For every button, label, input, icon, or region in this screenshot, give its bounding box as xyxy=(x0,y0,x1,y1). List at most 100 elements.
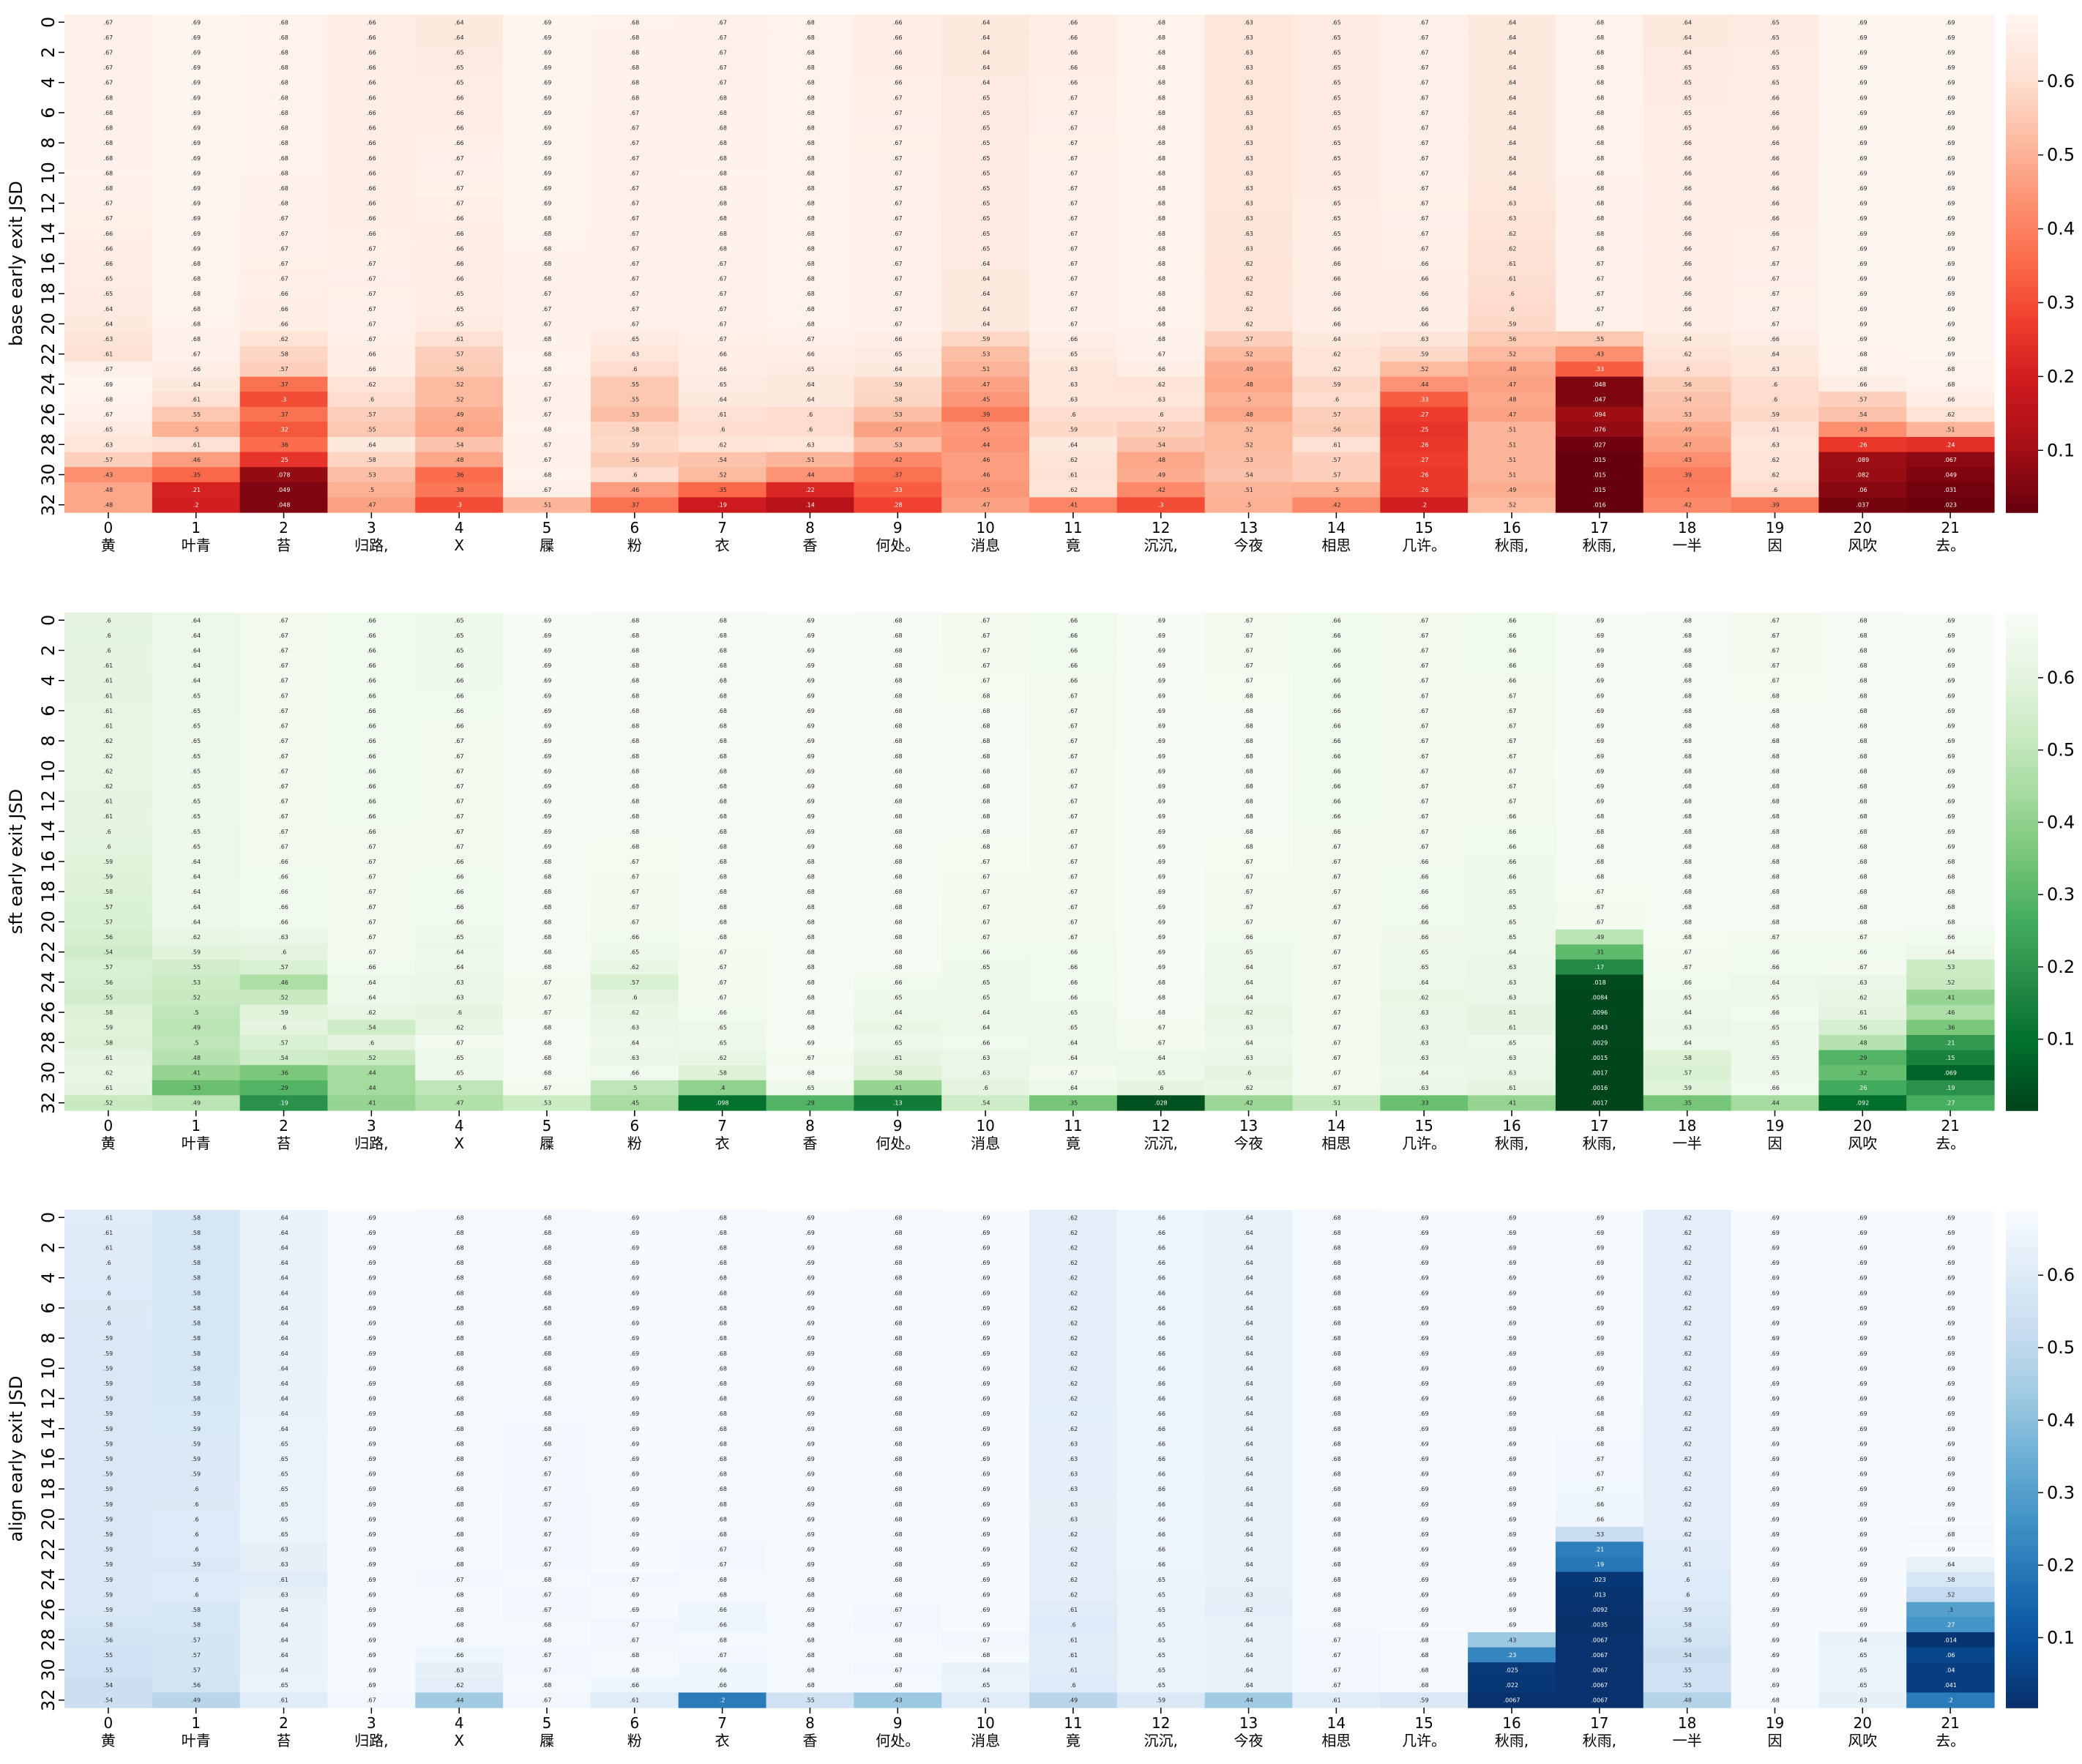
cell-value-label: .4 xyxy=(720,1085,725,1091)
x-tick-index: 15 xyxy=(1414,1714,1433,1732)
cell-value-label: .66 xyxy=(367,351,376,358)
colorbar-segment xyxy=(2006,870,2038,874)
cell-value-label: .48 xyxy=(104,487,113,493)
colorbar-segment xyxy=(2006,214,2038,218)
cell-value-label: .69 xyxy=(1858,80,1868,86)
cell-value-label: .68 xyxy=(1156,215,1165,222)
cell-value-label: .67 xyxy=(1594,919,1604,925)
colorbar-segment xyxy=(2006,268,2038,272)
cell-value-label: .21 xyxy=(1946,1039,1955,1046)
cell-value-label: .69 xyxy=(1770,1682,1780,1689)
cell-value-label: .69 xyxy=(104,381,113,388)
cell-value-label: .69 xyxy=(367,1637,376,1643)
cell-value-label: .59 xyxy=(104,1396,113,1402)
cell-value-label: .66 xyxy=(367,692,376,699)
cell-value-label: .67 xyxy=(1507,783,1517,790)
cell-value-label: .69 xyxy=(1507,1561,1517,1568)
cell-value-label: .66 xyxy=(1332,692,1341,699)
cell-value-label: .69 xyxy=(1419,1516,1429,1522)
cell-value-label: .67 xyxy=(1419,843,1429,850)
cell-value-label: .68 xyxy=(717,1290,727,1296)
y-tick-label: 10 xyxy=(38,162,59,184)
cell-value-label: .67 xyxy=(630,1637,639,1643)
cell-value-label: .49 xyxy=(1244,366,1253,373)
cell-value-label: .67 xyxy=(630,140,639,146)
cell-value-label: .68 xyxy=(805,1577,815,1583)
colorbar-segment xyxy=(2006,119,2038,123)
cell-value-label: .68 xyxy=(805,859,815,865)
cell-value-label: .65 xyxy=(455,1069,464,1076)
cell-value-label: .58 xyxy=(1682,1055,1692,1061)
cell-value-label: .6 xyxy=(281,1025,287,1031)
cell-value-label: .46 xyxy=(630,487,639,493)
cell-value-label: .69 xyxy=(1594,1230,1604,1236)
cell-value-label: .67 xyxy=(981,648,990,654)
cell-value-label: .66 xyxy=(455,110,464,116)
cell-value-label: .69 xyxy=(1858,64,1868,71)
cell-value-label: .69 xyxy=(805,1245,815,1252)
cell-value-label: .68 xyxy=(630,799,639,805)
cell-value-label: .27 xyxy=(1419,411,1429,418)
cell-value-label: .67 xyxy=(981,632,990,639)
cell-value-label: .68 xyxy=(893,768,903,774)
x-tick-index: 12 xyxy=(1152,519,1170,537)
colorbar-segment xyxy=(2006,346,2038,351)
cell-value-label: .67 xyxy=(893,321,903,327)
cell-value-label: .69 xyxy=(1946,1335,1955,1342)
cell-value-label: .68 xyxy=(1419,1637,1429,1643)
cell-value-label: .58 xyxy=(191,1275,201,1282)
x-tick-token: 屧 xyxy=(540,1732,554,1749)
cell-value-label: .66 xyxy=(455,125,464,132)
cell-value-label: .68 xyxy=(1332,1622,1341,1629)
cell-value-label: .52 xyxy=(191,994,201,1001)
cell-value-label: .68 xyxy=(805,1637,815,1643)
cell-value-label: .67 xyxy=(1594,261,1604,267)
cell-value-label: .67 xyxy=(542,1547,552,1553)
x-tick-index: 4 xyxy=(455,1117,464,1135)
cell-value-label: .68 xyxy=(542,1440,552,1447)
cell-value-label: .67 xyxy=(717,306,727,313)
colorbar-segment xyxy=(2006,1467,2038,1471)
cell-value-label: .68 xyxy=(1858,678,1868,684)
cell-value-label: .61 xyxy=(104,1245,113,1252)
cell-value-label: .68 xyxy=(1244,738,1253,744)
cell-value-label: .68 xyxy=(104,140,113,146)
cell-value-label: .69 xyxy=(1858,1607,1868,1613)
cell-value-label: .69 xyxy=(1858,1516,1868,1522)
colorbar-segment xyxy=(2006,351,2038,355)
cell-value-label: .68 xyxy=(1770,813,1780,820)
cell-value-label: .65 xyxy=(1332,19,1341,26)
cell-value-label: .69 xyxy=(981,1214,990,1221)
cell-value-label: .37 xyxy=(279,411,288,418)
cell-value-label: .68 xyxy=(717,708,727,714)
cell-value-label: .018 xyxy=(1593,979,1606,986)
cell-value-label: .69 xyxy=(1770,1547,1780,1553)
cell-value-label: .68 xyxy=(893,964,903,971)
colorbar-segment xyxy=(2006,52,2038,56)
colorbar-segment xyxy=(2006,19,2038,23)
cell-value-label: .69 xyxy=(1946,321,1955,327)
cell-value-label: .68 xyxy=(805,1682,815,1689)
cell-value-label: .54 xyxy=(104,1697,113,1704)
cell-value-label: .6 xyxy=(1246,1069,1252,1076)
cell-value-label: .67 xyxy=(542,457,552,463)
cell-value-label: .68 xyxy=(542,934,552,941)
y-tick-label: 14 xyxy=(38,821,59,843)
cell-value-label: .58 xyxy=(191,1335,201,1342)
cell-value-label: .64 xyxy=(1244,1652,1253,1659)
cell-value-label: .66 xyxy=(717,1682,727,1689)
colorbar-segment xyxy=(2006,475,2038,479)
colorbar-segment xyxy=(2006,318,2038,322)
cell-value-label: .69 xyxy=(542,170,552,176)
colorbar-segment xyxy=(2006,264,2038,268)
cell-value-label: .69 xyxy=(1594,1365,1604,1372)
cell-value-label: .69 xyxy=(1858,1410,1868,1417)
cell-value-label: .048 xyxy=(1593,381,1606,388)
cell-value-label: .64 xyxy=(1244,1531,1253,1538)
cell-value-label: .64 xyxy=(279,1260,288,1266)
cell-value-label: .66 xyxy=(1332,738,1341,744)
cell-value-label: .68 xyxy=(1419,1652,1429,1659)
cell-value-label: .69 xyxy=(1946,648,1955,654)
cell-value-label: .68 xyxy=(1594,1440,1604,1447)
cell-value-label: .68 xyxy=(630,1652,639,1659)
